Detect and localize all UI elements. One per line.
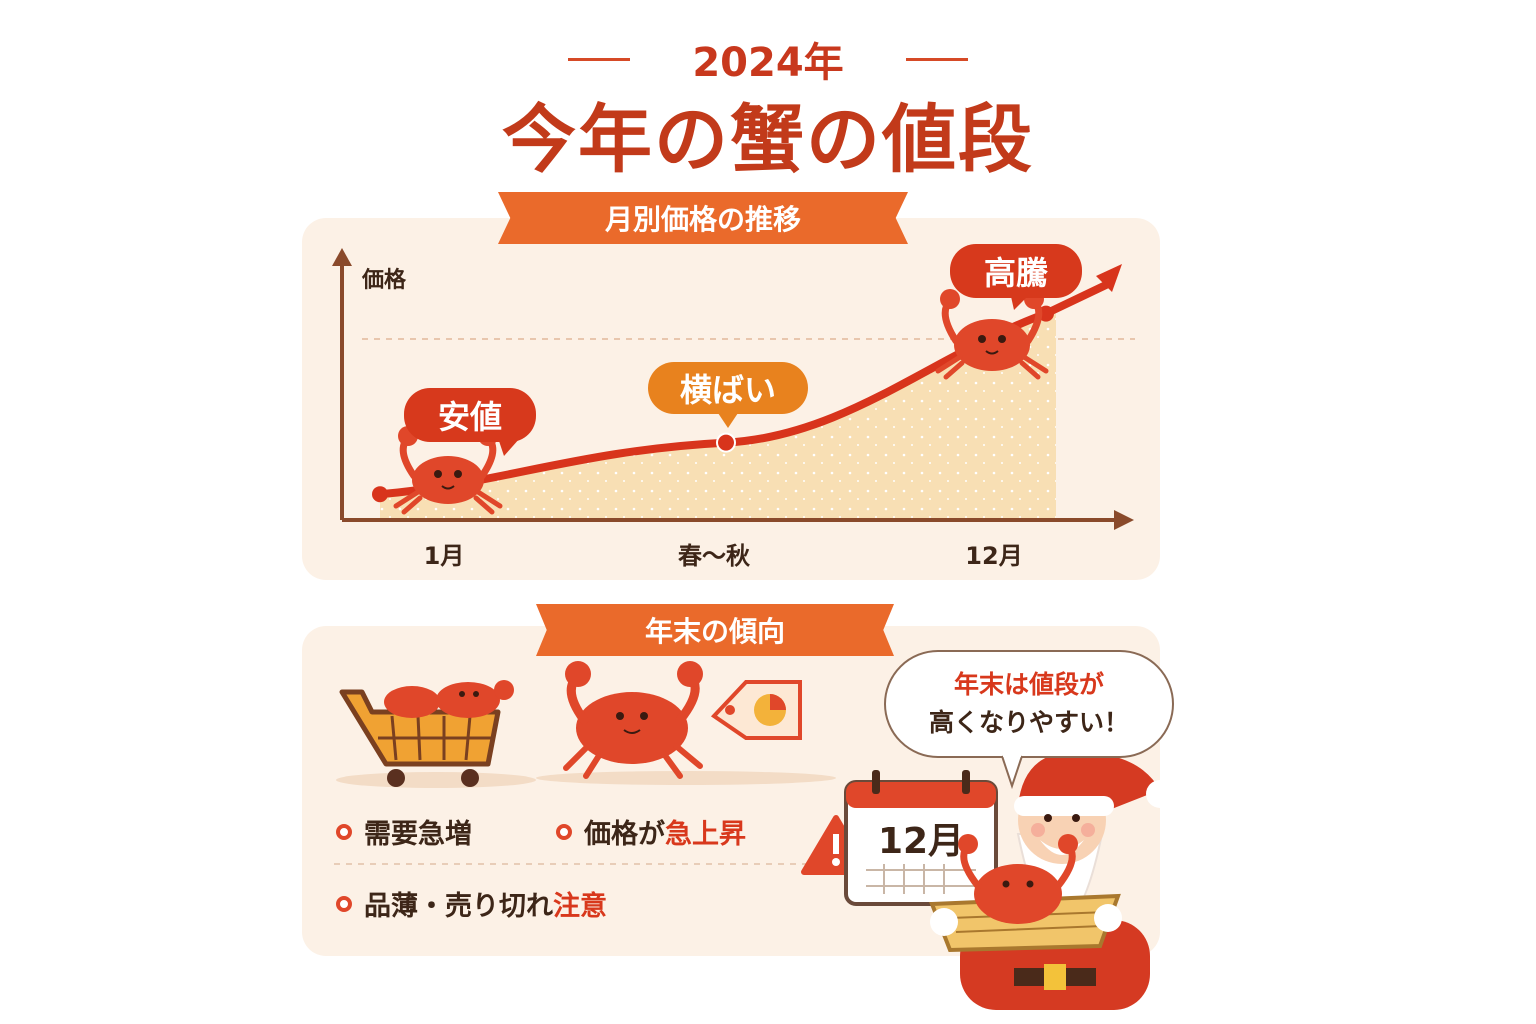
trend-stock-text: 品薄・売り切れ [364,891,553,922]
trend-demand: 需要急増 [336,812,472,851]
x-axis-arrow [1114,510,1134,530]
bubble-tail-mid [716,410,740,428]
crab-price-tag-icon [536,661,836,785]
trend-price: 価格が急上昇 [556,812,746,851]
speech-line-2: 高くなりやすい！ [928,708,1129,737]
speech-tail [1001,754,1023,790]
trend-stock: 品薄・売り切れ注意 [336,884,607,923]
data-point-midyear [716,432,736,453]
year-label: 2024年 [692,40,844,86]
trend-stock-emphasis: 注意 [553,891,607,922]
speech-line-1: 年末は値段が [953,670,1104,699]
label-flat-price: 横ばい [648,362,808,414]
data-point-jan [372,486,388,503]
calendar-icon [844,770,998,906]
trend-price-emphasis: 急上昇 [665,819,746,850]
crab-low-icon [393,426,503,515]
crab-basket-icon [929,834,1122,953]
shopping-cart-icon [336,680,536,788]
bubble-tail-low [498,438,520,456]
x-tick-dec: 12月 [965,542,1023,570]
title-divider-right [906,58,968,61]
trend-price-text: 価格が [584,819,665,850]
y-axis-label: 価格 [362,268,407,293]
x-tick-jan: 1月 [423,542,465,570]
bullet-icon [556,823,572,840]
bullet-icon [336,823,352,840]
x-tick-midyear: 春〜秋 [678,542,750,570]
page-title: 今年の蟹の値段 [502,97,1034,183]
chart-banner: 月別価格の推移 [498,192,908,244]
trend-banner: 年末の傾向 [536,604,894,656]
y-axis-arrow [332,248,352,266]
trend-arrowhead [1096,264,1122,292]
label-low-price: 安値 [404,388,536,442]
trend-demand-text: 需要急増 [364,819,472,850]
label-high-price: 高騰 [950,244,1082,298]
title-divider-left [568,58,630,61]
speech-bubble: 年末は値段が 高くなりやすい！ [884,650,1174,758]
calendar-label: 12月 [877,821,965,862]
bullet-icon [336,895,352,912]
